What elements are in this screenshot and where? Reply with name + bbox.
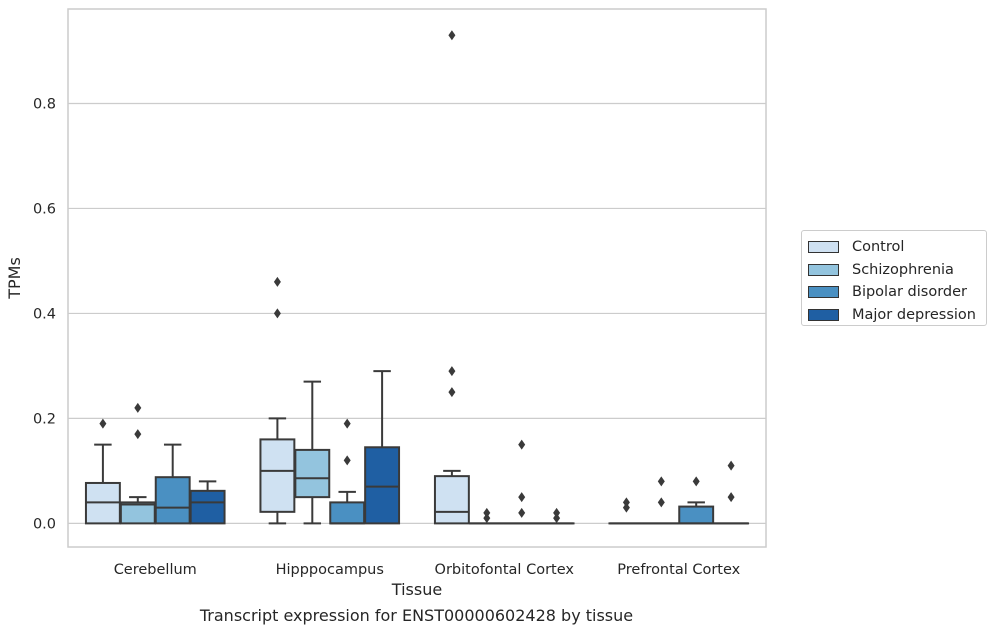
outlier-point	[518, 492, 526, 503]
outlier-point	[657, 497, 665, 508]
outlier-point	[448, 30, 456, 41]
outlier-point	[448, 387, 456, 398]
box-plot	[259, 276, 296, 525]
x-tick-label: Cerebellum	[114, 562, 197, 578]
outlier-point	[692, 476, 700, 487]
figure-caption: Transcript expression for ENST0000060242…	[199, 606, 634, 625]
legend-item: Schizophrenia	[808, 259, 980, 282]
box-plot	[84, 418, 121, 525]
plot-frame	[67, 8, 767, 548]
outlier-point	[622, 497, 630, 508]
legend-label: Schizophrenia	[852, 261, 954, 278]
box-iqr	[189, 489, 226, 525]
box-plot	[119, 402, 156, 525]
outlier-point	[273, 276, 281, 287]
box-plot	[503, 439, 540, 525]
box-plot	[189, 480, 226, 525]
outlier-point	[273, 308, 281, 319]
box-plot	[538, 507, 575, 525]
box-iqr	[294, 448, 331, 499]
outlier-point	[518, 439, 526, 450]
y-tick-label: 0.0	[33, 516, 56, 532]
outlier-point	[518, 507, 526, 518]
x-tick-label: Prefrontal Cortex	[617, 562, 740, 578]
legend-swatch	[808, 263, 839, 276]
legend-label: Major depression	[852, 306, 976, 323]
legend-item: Control	[808, 236, 980, 259]
y-tick-label: 0.2	[33, 411, 56, 427]
legend-item: Bipolar disorder	[808, 281, 980, 304]
outlier-point	[483, 507, 491, 518]
box-iqr	[678, 505, 715, 525]
outlier-point	[343, 418, 351, 429]
box-plot	[294, 380, 331, 525]
y-axis-label: TPMs	[5, 257, 24, 300]
y-tick-label: 0.4	[33, 306, 56, 322]
legend-swatch	[808, 241, 839, 254]
legend-label: Control	[852, 239, 905, 256]
outlier-point	[657, 476, 665, 487]
box-plot	[329, 418, 366, 525]
outlier-point	[553, 513, 561, 524]
outlier-point	[483, 513, 491, 524]
outlier-point	[134, 402, 142, 413]
x-tick-label: Hipppocampus	[276, 562, 384, 578]
box-plot	[608, 497, 645, 525]
y-tick-label: 0.6	[33, 201, 56, 217]
x-axis-label: Tissue	[391, 580, 442, 599]
legend-swatch	[808, 308, 839, 321]
box-plot	[154, 443, 191, 525]
box-iqr	[433, 475, 470, 525]
outlier-point	[448, 366, 456, 377]
outlier-point	[99, 418, 107, 429]
box-iqr	[119, 501, 156, 525]
outlier-point	[134, 429, 142, 440]
box-plot	[643, 476, 680, 525]
outlier-point	[727, 460, 735, 471]
box-iqr	[154, 476, 191, 525]
box-layer	[84, 30, 750, 525]
box-plot	[678, 476, 715, 525]
box-iqr	[259, 438, 296, 513]
outlier-point	[553, 507, 561, 518]
outlier-point	[622, 502, 630, 513]
legend: Control Schizophrenia Bipolar disorder Majo…	[801, 230, 987, 326]
outlier-point	[727, 492, 735, 503]
legend-label: Bipolar disorder	[852, 284, 967, 301]
box-plot	[433, 30, 470, 525]
x-tick-label: Orbitofontal Cortex	[435, 562, 575, 578]
legend-swatch	[808, 286, 839, 299]
legend-item: Major depression	[808, 304, 980, 327]
outlier-point	[343, 455, 351, 466]
box-iqr	[329, 501, 366, 525]
box-plot	[364, 370, 401, 525]
y-tick-label: 0.8	[33, 96, 56, 112]
box-iqr	[364, 446, 401, 525]
box-plot	[713, 460, 750, 525]
box-plot	[468, 507, 505, 525]
tick-layer: 0.0 0.2 0.4 0.6 0.8 Cerebellum Hipppocampus Orb…	[33, 96, 741, 578]
